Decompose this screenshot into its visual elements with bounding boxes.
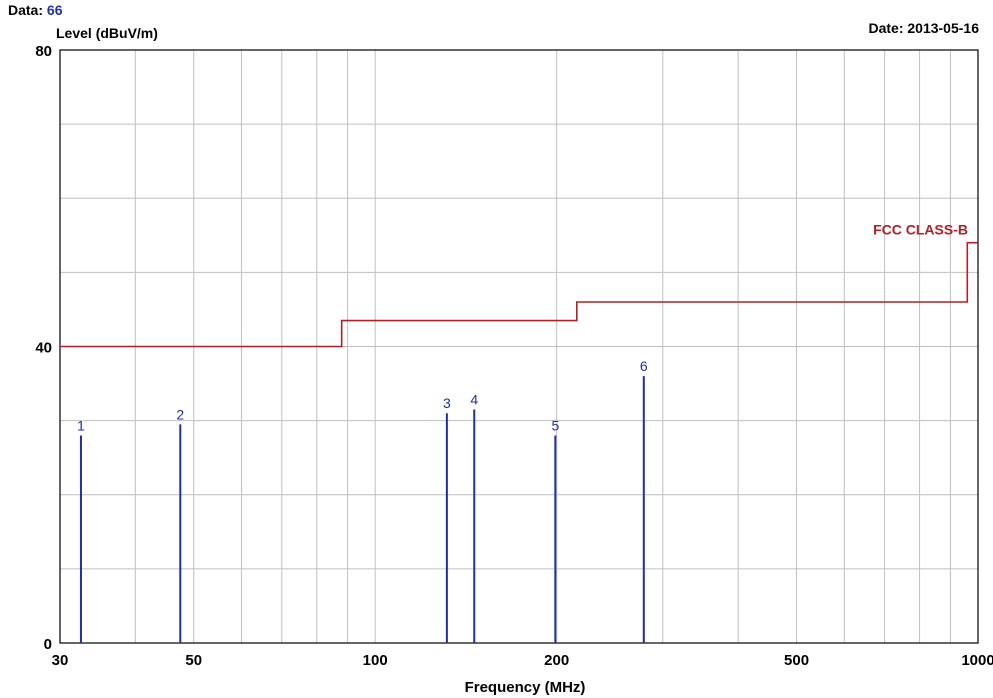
x-axis-label: Frequency (MHz): [465, 679, 586, 696]
data-label: Data:: [8, 2, 44, 18]
ticks-group: 30 50 100 200 500 1000 0 40 80: [35, 43, 993, 669]
date-label: Date:: [868, 20, 904, 36]
x-tick-label: 30: [52, 652, 69, 669]
data-id-label: Data: 66: [8, 2, 62, 18]
date-value: 2013-05-16: [907, 20, 979, 36]
x-tick-label: 1000: [961, 652, 993, 669]
y-tick-label: 80: [35, 43, 52, 60]
markers-group: 1 2 3 4 5 6: [77, 358, 648, 643]
marker-label: 4: [470, 392, 478, 408]
y-tick-label: 40: [35, 340, 52, 357]
marker-label: 6: [640, 358, 648, 374]
limit-line: [60, 241, 978, 348]
marker-label: 3: [443, 395, 451, 411]
y-axis-label: Level (dBuV/m): [56, 25, 158, 41]
limit-label: FCC CLASS-B: [873, 222, 968, 238]
data-value: 66: [46, 2, 63, 18]
x-tick-label: 100: [363, 652, 388, 669]
limit-group: FCC CLASS-B: [60, 222, 978, 348]
marker-label: 5: [551, 417, 559, 433]
marker-label: 1: [77, 417, 85, 433]
x-tick-label: 200: [544, 652, 569, 669]
marker-label: 2: [176, 406, 184, 422]
date-text: Date: 2013-05-16: [868, 20, 979, 36]
y-tick-label: 0: [44, 636, 52, 653]
x-tick-label: 50: [185, 652, 202, 669]
x-tick-label: 500: [784, 652, 809, 669]
